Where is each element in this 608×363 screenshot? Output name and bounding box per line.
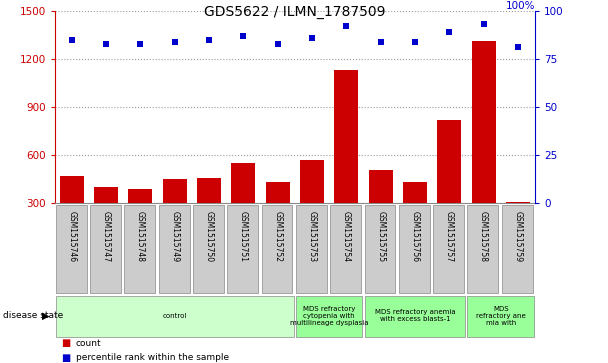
Bar (90, 205, 121, 293)
Text: GSM1515758: GSM1515758 (479, 211, 488, 261)
Bar (506, 202, 530, 251)
Bar (468, 205, 499, 293)
Bar (472, 41, 496, 251)
Text: GDS5622 / ILMN_1787509: GDS5622 / ILMN_1787509 (204, 5, 385, 20)
Bar (56, 205, 86, 293)
Bar (403, 183, 427, 251)
Text: GSM1515749: GSM1515749 (170, 211, 179, 262)
Bar (159, 205, 190, 293)
Text: GSM1515752: GSM1515752 (273, 211, 282, 261)
Text: MDS
refractory ane
mia with: MDS refractory ane mia with (476, 306, 525, 326)
Bar (399, 205, 430, 293)
Bar (125, 205, 155, 293)
Text: control: control (162, 313, 187, 319)
Bar (232, 163, 255, 251)
Bar (368, 170, 393, 251)
Text: disease state: disease state (3, 311, 63, 320)
Bar (365, 296, 465, 337)
Text: GSM1515756: GSM1515756 (410, 211, 420, 262)
Bar (261, 205, 292, 293)
Text: count: count (76, 339, 102, 347)
Text: percentile rank within the sample: percentile rank within the sample (76, 353, 229, 362)
Bar (60, 176, 84, 251)
Text: GSM1515753: GSM1515753 (308, 211, 317, 262)
Bar (197, 178, 221, 251)
Text: GSM1515754: GSM1515754 (342, 211, 351, 262)
Text: GSM1515748: GSM1515748 (136, 211, 145, 261)
Bar (433, 205, 464, 293)
Text: GSM1515746: GSM1515746 (67, 211, 77, 262)
Bar (502, 205, 533, 293)
Text: GSM1515759: GSM1515759 (513, 211, 522, 262)
Text: ▶: ▶ (43, 311, 50, 321)
Bar (56, 296, 294, 337)
Text: MDS refractory anemia
with excess blasts-1: MDS refractory anemia with excess blasts… (375, 309, 455, 322)
Bar (128, 189, 153, 251)
Text: GSM1515747: GSM1515747 (102, 211, 111, 262)
Bar (437, 120, 461, 251)
Bar (227, 205, 258, 293)
Text: GSM1515750: GSM1515750 (205, 211, 213, 262)
Bar (94, 187, 118, 251)
Bar (193, 205, 224, 293)
Bar (266, 183, 290, 251)
Text: MDS refractory
cytopenia with
multilineage dysplasia: MDS refractory cytopenia with multilinea… (290, 306, 368, 326)
Bar (163, 179, 187, 251)
Text: ■: ■ (61, 338, 70, 348)
Text: ■: ■ (61, 352, 70, 363)
Bar (296, 296, 362, 337)
Bar (330, 205, 361, 293)
Text: GSM1515757: GSM1515757 (445, 211, 454, 262)
Text: GSM1515751: GSM1515751 (239, 211, 248, 261)
Bar (468, 296, 534, 337)
Text: GSM1515755: GSM1515755 (376, 211, 385, 262)
Bar (300, 160, 324, 251)
Bar (296, 205, 326, 293)
Bar (365, 205, 395, 293)
Bar (334, 70, 358, 251)
Text: 100%: 100% (505, 1, 535, 11)
